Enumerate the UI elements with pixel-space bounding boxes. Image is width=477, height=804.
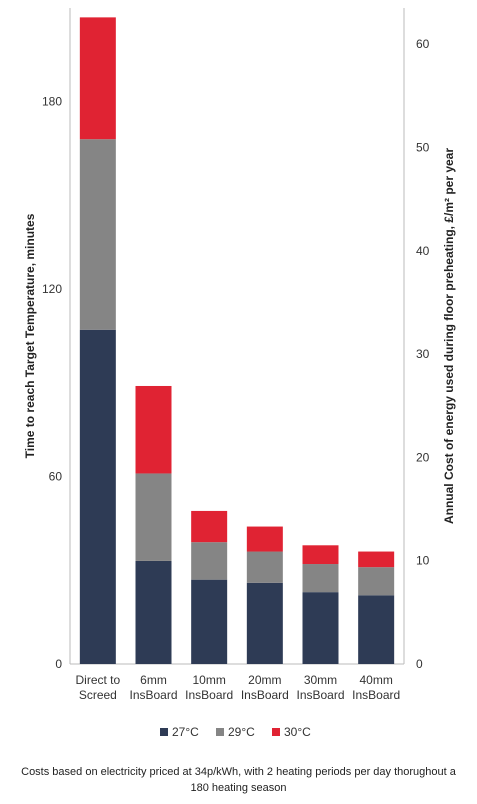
y2-tick-label: 60	[416, 37, 430, 51]
bar-segment-30c	[358, 551, 395, 568]
legend-label: 27°C	[172, 725, 199, 739]
category-label: InsBoard	[241, 688, 289, 702]
category-label: 40mm	[359, 673, 392, 687]
bar-segment-29c	[246, 551, 283, 583]
y-tick-label: 60	[49, 470, 63, 484]
bar-segment-27c	[135, 560, 172, 664]
category-label: InsBoard	[185, 688, 233, 702]
left-axis-ticks: 0 60 120 180	[42, 95, 62, 671]
category-label: 6mm	[140, 673, 167, 687]
bar-segment-27c	[246, 582, 283, 664]
bar-segment-27c	[358, 595, 395, 664]
legend-label: 29°C	[228, 725, 255, 739]
bar-segment-29c	[135, 473, 172, 561]
category-label: InsBoard	[129, 688, 177, 702]
legend-label: 30°C	[284, 725, 311, 739]
y2-tick-label: 10	[416, 554, 430, 568]
right-axis-ticks: 0 10 20 30 40 50 60	[416, 37, 430, 671]
y2-tick-label: 0	[416, 657, 423, 671]
y-tick-label: 0	[55, 657, 62, 671]
category-label: Direct to	[75, 673, 120, 687]
legend: 27°C 29°C 30°C	[160, 725, 311, 739]
legend-swatch	[272, 728, 280, 736]
legend-swatch	[216, 728, 224, 736]
category-label: InsBoard	[296, 688, 344, 702]
category-label: 10mm	[192, 673, 225, 687]
y-tick-label: 180	[42, 95, 62, 109]
y2-tick-label: 40	[416, 244, 430, 258]
chart-caption: Costs based on electricity priced at 34p…	[21, 766, 456, 794]
category-label: 30mm	[304, 673, 337, 687]
y2-tick-label: 30	[416, 347, 430, 361]
bars-group	[79, 17, 395, 664]
bar-segment-29c	[302, 564, 339, 593]
bar-segment-30c	[302, 545, 339, 565]
legend-swatch	[160, 728, 168, 736]
left-axis-title: Time to reach Target Temperature, minute…	[23, 213, 37, 458]
bar-segment-30c	[191, 510, 228, 543]
bar-segment-30c	[246, 526, 283, 552]
category-labels: Direct toScreed6mmInsBoard10mmInsBoard20…	[75, 673, 400, 702]
right-axis-title: Annual Cost of energy used during floor …	[442, 148, 456, 524]
bar-segment-30c	[79, 17, 116, 140]
y2-tick-label: 50	[416, 140, 430, 154]
bar-segment-29c	[191, 542, 228, 580]
y2-tick-label: 20	[416, 450, 430, 464]
y-tick-label: 120	[42, 282, 62, 296]
bar-segment-27c	[191, 579, 228, 664]
bar-segment-30c	[135, 385, 172, 474]
category-label: Screed	[79, 688, 117, 702]
bar-segment-29c	[79, 139, 116, 330]
bar-segment-29c	[358, 567, 395, 596]
category-label: InsBoard	[352, 688, 400, 702]
bar-segment-27c	[302, 592, 339, 664]
bar-segment-27c	[79, 329, 116, 664]
category-label: 20mm	[248, 673, 281, 687]
